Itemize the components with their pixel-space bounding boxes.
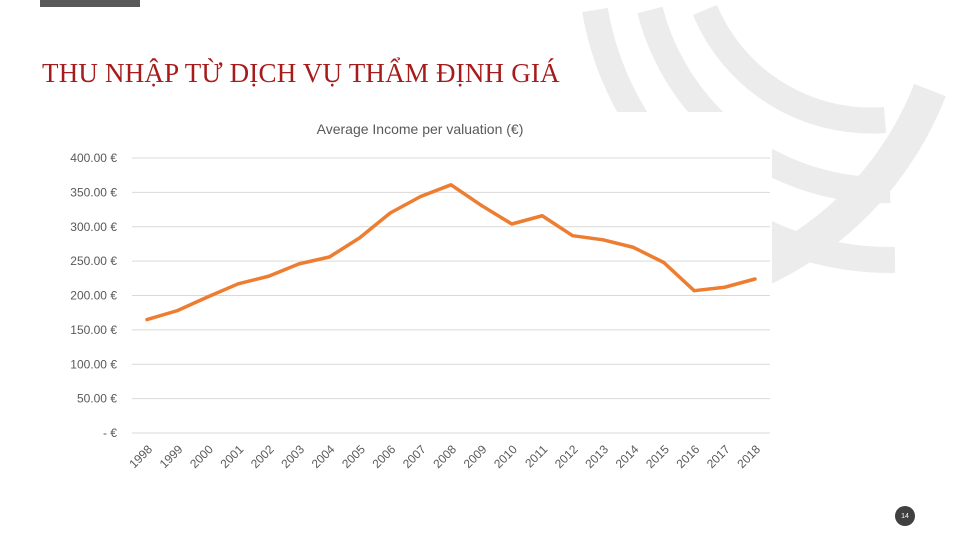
data-point bbox=[419, 195, 423, 198]
data-point bbox=[479, 203, 483, 207]
x-tick-label: 2014 bbox=[613, 442, 642, 471]
x-tick-label: 2004 bbox=[309, 442, 338, 471]
data-point bbox=[692, 289, 696, 293]
x-tick-label: 2008 bbox=[430, 442, 459, 471]
x-axis-ticks: 1998 1999 2000 2001 2002 2003 2004 2005 2006 2007… bbox=[126, 442, 763, 471]
x-tick-label: 2006 bbox=[370, 442, 399, 471]
data-point bbox=[449, 183, 453, 187]
x-tick-label: 2012 bbox=[552, 442, 581, 471]
chart-panel bbox=[40, 112, 772, 482]
data-point bbox=[723, 285, 727, 289]
chart-title: Average Income per valuation (€) bbox=[317, 121, 524, 137]
data-point bbox=[601, 238, 605, 242]
data-point bbox=[510, 222, 514, 226]
data-point bbox=[236, 282, 240, 286]
data-point bbox=[571, 234, 575, 238]
x-tick-label: 2015 bbox=[643, 442, 672, 471]
data-point bbox=[631, 245, 635, 249]
x-tick-label: 2018 bbox=[734, 442, 763, 471]
x-tick-label: 2005 bbox=[339, 442, 368, 471]
y-tick-label: 50.00 € bbox=[77, 392, 117, 406]
data-point bbox=[145, 318, 149, 322]
y-tick-label: 200.00 € bbox=[70, 289, 117, 303]
x-tick-label: 2007 bbox=[400, 442, 429, 471]
x-tick-label: 2011 bbox=[522, 442, 550, 470]
series-line bbox=[145, 183, 757, 322]
y-axis-ticks: - € 50.00 € 100.00 € 150.00 € 200.00 € 250.00… bbox=[70, 151, 117, 440]
y-tick-label: 300.00 € bbox=[70, 220, 117, 234]
slide-title: THU NHẬP TỪ DỊCH VỤ THẨM ĐỊNH GIÁ bbox=[42, 58, 560, 88]
data-point bbox=[540, 214, 544, 218]
top-accent-bar bbox=[40, 0, 140, 7]
x-tick-label: 2000 bbox=[187, 442, 216, 471]
data-point bbox=[358, 236, 362, 240]
x-tick-label: 1999 bbox=[157, 442, 186, 471]
y-tick-label: 400.00 € bbox=[70, 151, 117, 165]
y-tick-label: 350.00 € bbox=[70, 185, 117, 199]
y-tick-label: 150.00 € bbox=[70, 323, 117, 337]
series-layer bbox=[145, 183, 757, 322]
data-point bbox=[388, 211, 392, 215]
x-tick-label: 2010 bbox=[491, 442, 520, 471]
data-point bbox=[327, 255, 331, 259]
data-point bbox=[753, 277, 757, 281]
data-point bbox=[297, 262, 301, 266]
y-tick-label: 100.00 € bbox=[70, 357, 117, 371]
data-point bbox=[662, 261, 666, 264]
page-number-badge: 14 bbox=[895, 506, 915, 526]
data-point bbox=[267, 274, 271, 278]
x-tick-label: 2001 bbox=[218, 442, 247, 471]
x-tick-label: 2013 bbox=[582, 442, 611, 471]
x-tick-label: 2017 bbox=[704, 442, 733, 471]
data-point bbox=[206, 295, 210, 299]
x-tick-label: 1998 bbox=[126, 442, 155, 471]
x-tick-label: 2009 bbox=[461, 442, 490, 471]
y-tick-label: - € bbox=[103, 426, 117, 440]
x-tick-label: 2003 bbox=[278, 442, 307, 471]
x-tick-label: 2016 bbox=[674, 442, 703, 471]
x-tick-label: 2002 bbox=[248, 442, 277, 471]
gridlines bbox=[132, 157, 770, 434]
data-point bbox=[175, 309, 179, 313]
y-tick-label: 250.00 € bbox=[70, 254, 117, 268]
